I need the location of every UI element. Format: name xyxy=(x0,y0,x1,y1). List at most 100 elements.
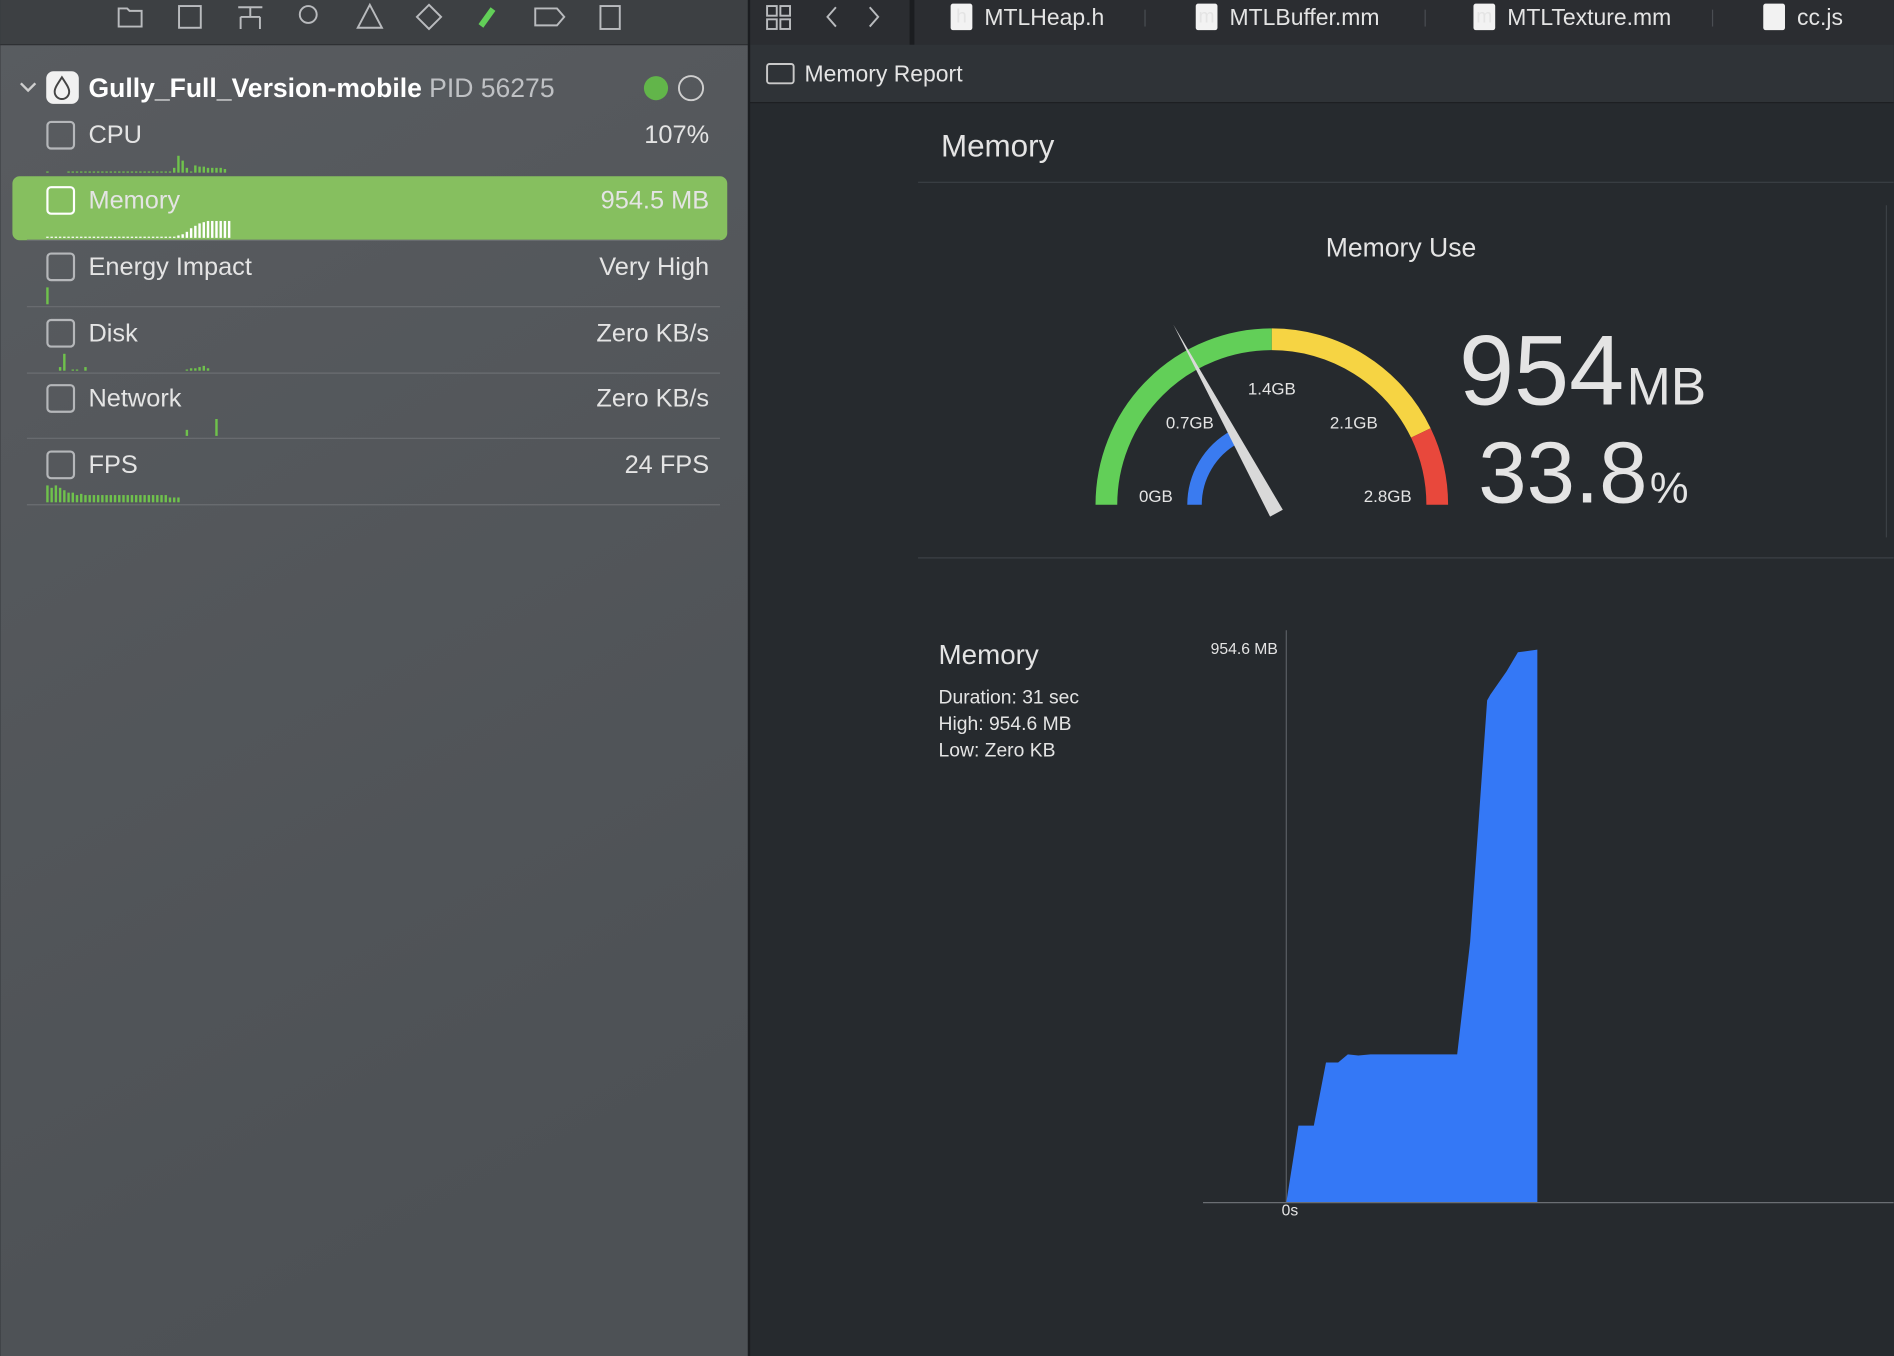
row-name[interactable]: FPS xyxy=(88,451,137,479)
spark-bar xyxy=(75,171,79,173)
spark-bar xyxy=(223,169,227,173)
debug-icon[interactable] xyxy=(478,7,496,28)
memory-icon xyxy=(766,63,795,85)
tab-title[interactable]: MTLBuffer.mm xyxy=(1230,4,1380,30)
spark-bar xyxy=(88,171,91,173)
spark-bar xyxy=(223,220,227,238)
spark-bar xyxy=(177,235,180,238)
spark-bar xyxy=(156,236,159,238)
spark-bar xyxy=(173,167,176,173)
row-icon xyxy=(46,318,76,348)
jump-bar xyxy=(748,44,1894,103)
row-name[interactable]: Memory xyxy=(88,186,180,214)
spark-bar xyxy=(46,236,49,238)
spark-bar xyxy=(96,171,100,173)
spark-bar xyxy=(75,495,79,503)
file-icon-letter: m xyxy=(1476,6,1492,27)
spark-bar xyxy=(113,495,117,503)
gauge-tick-label: 0GB xyxy=(1139,487,1173,506)
spark-bar xyxy=(84,367,87,371)
spark-bar xyxy=(139,495,142,503)
gauge-tick-label: 2.8GB xyxy=(1364,487,1412,506)
spark-bar xyxy=(80,171,83,173)
forward-button[interactable] xyxy=(868,6,880,28)
spark-bar xyxy=(71,369,74,371)
spark-bar xyxy=(75,236,79,238)
tab-title[interactable]: cc.js xyxy=(1797,4,1843,30)
spark-bar xyxy=(54,485,58,503)
spark-bar xyxy=(54,236,58,238)
row-name[interactable]: Disk xyxy=(88,319,138,347)
spark-bar xyxy=(143,236,146,238)
row-value: Very High xyxy=(599,253,709,281)
spark-bar xyxy=(96,495,100,503)
back-button[interactable] xyxy=(826,6,837,28)
disclosure-chevron[interactable] xyxy=(20,82,37,93)
tab-title[interactable]: MTLTexture.mm xyxy=(1507,4,1671,30)
divider xyxy=(909,0,915,45)
grid-icon[interactable] xyxy=(779,5,791,17)
grid-icon[interactable] xyxy=(779,18,791,30)
spark-bar xyxy=(122,495,125,503)
process-pid: PID 56275 xyxy=(429,73,554,103)
source-control-icon[interactable] xyxy=(178,5,202,29)
row-name[interactable]: Energy Impact xyxy=(88,253,251,281)
find-icon[interactable] xyxy=(298,5,318,24)
file-icon-letter: m xyxy=(1199,6,1215,27)
issue-icon[interactable] xyxy=(356,2,384,29)
breakpoint-icon[interactable] xyxy=(534,7,566,27)
app-icon xyxy=(46,71,79,104)
spark-bar xyxy=(130,495,134,503)
grid-icon[interactable] xyxy=(766,5,778,17)
report-icon[interactable] xyxy=(599,5,621,30)
spark-bar xyxy=(101,495,104,503)
spark-bar xyxy=(118,171,121,173)
spark-bar xyxy=(189,171,193,173)
spark-bar xyxy=(173,236,176,238)
row-value: Zero KB/s xyxy=(596,384,709,412)
status-icon[interactable] xyxy=(643,76,669,101)
spark-bar xyxy=(126,236,129,238)
pause-icon[interactable] xyxy=(677,75,705,102)
spark-bar xyxy=(177,497,180,503)
spark-bar xyxy=(84,171,87,173)
spark-bar xyxy=(126,171,129,173)
folder-icon[interactable] xyxy=(117,7,143,28)
spark-bar xyxy=(50,487,53,503)
chart-stat: High: 954.6 MB xyxy=(939,714,1072,735)
spark-bar xyxy=(189,368,193,371)
row-name[interactable]: CPU xyxy=(88,121,142,149)
spark-bar xyxy=(122,171,125,173)
spark-bar xyxy=(198,223,201,238)
test-icon[interactable] xyxy=(415,3,443,31)
symbol-icon[interactable] xyxy=(238,6,263,29)
app-icon-glyph xyxy=(53,75,71,100)
value: 954 xyxy=(1459,315,1624,426)
tab-bar xyxy=(748,0,1894,45)
spark-bar xyxy=(160,495,163,503)
spark-bar xyxy=(160,171,163,173)
report-heading: Memory xyxy=(941,129,1055,164)
spark-bar xyxy=(139,236,142,238)
spark-bar xyxy=(134,495,138,503)
spark-bar xyxy=(215,220,218,238)
chart-stat: Low: Zero KB xyxy=(939,741,1056,762)
spark-bar xyxy=(46,485,49,503)
spark-bar xyxy=(46,287,49,305)
row-icon xyxy=(46,450,76,480)
chart-title: Memory xyxy=(939,639,1039,670)
spark-bar xyxy=(151,171,155,173)
spark-bar xyxy=(105,171,108,173)
spark-bar xyxy=(101,236,104,238)
spark-bar xyxy=(147,236,151,238)
row-name[interactable]: Network xyxy=(88,384,181,412)
gauge-title: Memory Use xyxy=(1326,233,1476,263)
spark-bar xyxy=(71,236,74,238)
breadcrumb[interactable]: Memory Report xyxy=(805,61,964,87)
grid-icon[interactable] xyxy=(766,18,778,30)
spark-bar xyxy=(198,166,201,173)
tab-title[interactable]: MTLHeap.h xyxy=(984,4,1104,30)
spark-bar xyxy=(211,220,214,238)
spark-bar xyxy=(88,236,91,238)
